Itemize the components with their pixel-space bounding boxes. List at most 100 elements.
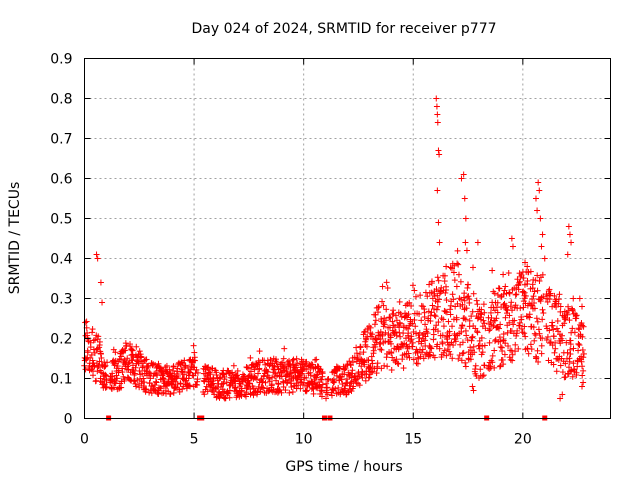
- data-point: [417, 292, 424, 299]
- data-point: [268, 381, 275, 388]
- data-point: [428, 278, 435, 285]
- data-point: [89, 326, 96, 333]
- data-point: [383, 306, 390, 313]
- data-point: [82, 366, 89, 373]
- data-point: [409, 320, 416, 327]
- data-point: [524, 277, 531, 284]
- data-point: [516, 319, 523, 326]
- data-point: [421, 313, 428, 320]
- data-point: [531, 300, 538, 307]
- data-point: [420, 355, 427, 362]
- data-point: [342, 365, 349, 372]
- data-point: [497, 321, 504, 328]
- data-point: [470, 290, 477, 297]
- data-point: [238, 392, 245, 399]
- data-point: [567, 351, 574, 358]
- data-point: [432, 313, 439, 320]
- data-point: [392, 312, 399, 319]
- data-point: [146, 369, 153, 376]
- data-point: [112, 349, 119, 356]
- data-point: [410, 356, 417, 363]
- data-point: [459, 322, 466, 329]
- data-point: [443, 309, 450, 316]
- data-point: [534, 318, 541, 325]
- data-point: [110, 346, 117, 353]
- data-point: [319, 381, 326, 388]
- data-point: [491, 290, 498, 297]
- data-point: [506, 354, 513, 361]
- data-point: [368, 357, 375, 364]
- data-point: [535, 358, 542, 365]
- data-point: [468, 313, 475, 320]
- data-point: [535, 179, 542, 186]
- data-point: [331, 378, 338, 385]
- data-point: [247, 368, 254, 375]
- data-point: [358, 363, 365, 370]
- data-point: [435, 328, 442, 335]
- data-point: [539, 231, 546, 238]
- data-point: [132, 380, 139, 387]
- data-point: [494, 299, 501, 306]
- data-point: [396, 298, 403, 305]
- data-point: [405, 350, 412, 357]
- data-point: [465, 293, 472, 300]
- data-point: [487, 309, 494, 316]
- data-point: [98, 354, 105, 361]
- data-point: [564, 311, 571, 318]
- y-tick-label: 0.1: [50, 372, 72, 388]
- data-point: [181, 362, 188, 369]
- data-point: [344, 379, 351, 386]
- data-point: [384, 363, 391, 370]
- data-point: [447, 264, 454, 271]
- data-point: [464, 337, 471, 344]
- x-tick-label: 15: [404, 432, 422, 448]
- data-point: [579, 322, 586, 329]
- data-point: [552, 339, 559, 346]
- data-point: [378, 365, 385, 372]
- data-point: [516, 278, 523, 285]
- data-point: [413, 360, 420, 367]
- data-point: [478, 334, 485, 341]
- data-point: [479, 343, 486, 350]
- data-point: [521, 330, 528, 337]
- data-point: [318, 388, 325, 395]
- x-axis-label: GPS time / hours: [285, 459, 402, 475]
- data-point: [509, 307, 516, 314]
- data-point: [434, 341, 441, 348]
- data-point: [154, 372, 161, 379]
- data-point: [462, 239, 469, 246]
- data-point: [91, 349, 98, 356]
- data-point: [564, 349, 571, 356]
- x-tick-label: 20: [514, 432, 532, 448]
- data-point: [508, 235, 515, 242]
- data-point: [479, 349, 486, 356]
- data-point: [259, 384, 266, 391]
- data-point: [95, 333, 102, 340]
- data-point: [470, 343, 477, 350]
- data-point: [153, 379, 160, 386]
- data-point: [370, 347, 377, 354]
- data-point: [374, 360, 381, 367]
- data-point: [179, 368, 186, 375]
- data-point: [293, 362, 300, 369]
- data-point: [431, 312, 438, 319]
- data-point: [509, 357, 516, 364]
- data-point: [454, 247, 461, 254]
- data-point: [550, 333, 557, 340]
- data-point: [564, 251, 571, 258]
- data-point: [505, 342, 512, 349]
- data-point: [524, 263, 531, 270]
- data-point: [531, 305, 538, 312]
- data-point: [94, 255, 101, 262]
- data-point: [530, 293, 537, 300]
- data-point: [509, 351, 516, 358]
- data-point: [447, 306, 454, 313]
- data-point: [96, 338, 103, 345]
- data-point: [427, 352, 434, 359]
- data-point: [416, 334, 423, 341]
- data-point: [324, 376, 331, 383]
- data-point: [118, 384, 125, 391]
- data-point: [369, 331, 376, 338]
- data-point: [555, 296, 562, 303]
- data-point: [152, 378, 159, 385]
